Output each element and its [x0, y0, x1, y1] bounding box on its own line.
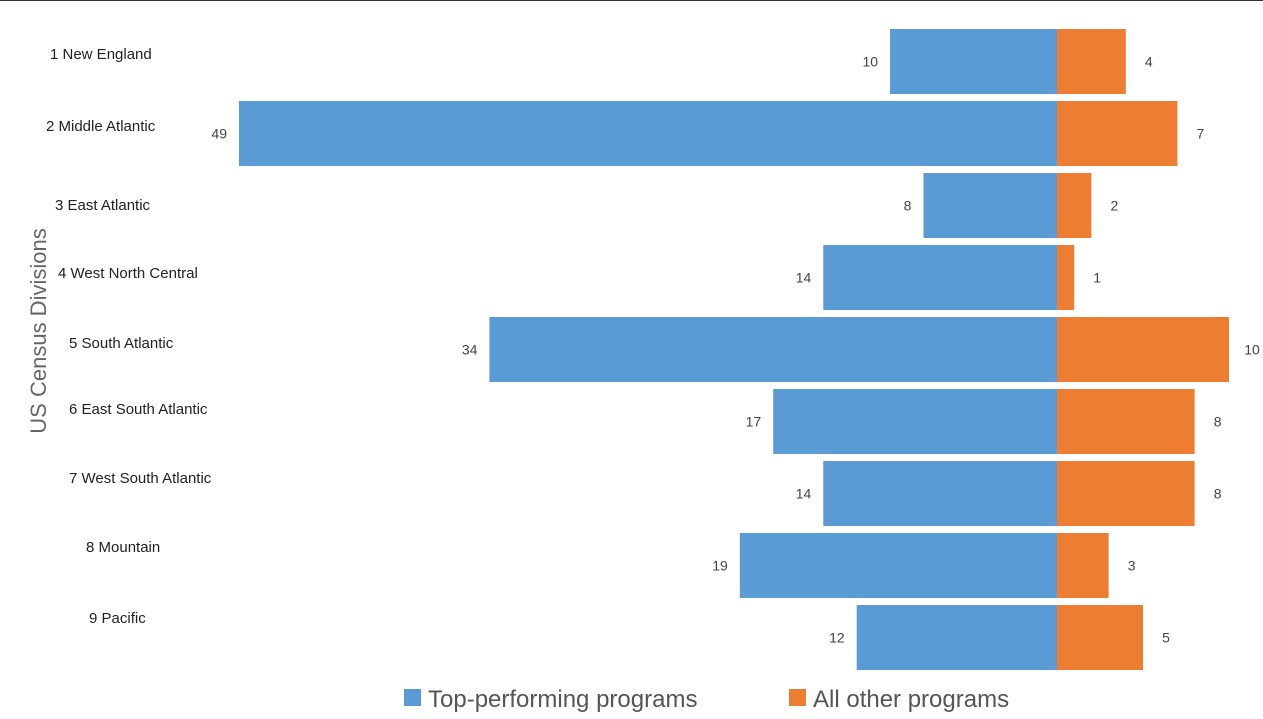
bar-all-other	[1057, 389, 1195, 454]
bar-top-performing	[773, 389, 1057, 454]
value-label-top-performing: 14	[796, 486, 812, 502]
bar-top-performing	[823, 245, 1057, 310]
bar-top-performing	[489, 317, 1057, 382]
category-label: 6 East South Atlantic	[69, 401, 208, 418]
category-label: 9 Pacific	[89, 610, 146, 627]
value-label-top-performing: 49	[211, 126, 227, 142]
legend-label: Top-performing programs	[428, 686, 697, 713]
bar-top-performing	[823, 461, 1057, 526]
value-label-all-other: 8	[1214, 486, 1222, 502]
legend-swatch	[789, 689, 806, 706]
bar-all-other	[1057, 101, 1177, 166]
bar-all-other	[1057, 533, 1109, 598]
bar-top-performing	[239, 101, 1057, 166]
legend: Top-performing programs All other program…	[404, 686, 1009, 713]
category-label: 8 Mountain	[86, 539, 160, 556]
value-label-all-other: 3	[1128, 558, 1136, 574]
bar-all-other	[1057, 605, 1143, 670]
legend-swatch	[404, 689, 421, 706]
value-label-top-performing: 12	[829, 630, 845, 646]
bar-top-performing	[923, 173, 1057, 238]
bar-all-other	[1057, 317, 1229, 382]
bar-top-performing	[857, 605, 1057, 670]
category-label: 5 South Atlantic	[69, 335, 174, 352]
category-label: 3 East Atlantic	[55, 197, 151, 214]
value-label-top-performing: 17	[746, 414, 762, 430]
value-label-all-other: 1	[1093, 270, 1101, 286]
value-label-top-performing: 19	[712, 558, 728, 574]
value-label-all-other: 7	[1197, 126, 1205, 142]
legend-item-top-performing: Top-performing programs	[404, 686, 697, 713]
category-label: 1 New England	[50, 46, 152, 63]
category-labels: 1 New England 2 Middle Atlantic 3 East Atl…	[46, 46, 212, 627]
bar-top-performing	[740, 533, 1057, 598]
y-axis-title: US Census Divisions	[26, 228, 51, 433]
category-label: 2 Middle Atlantic	[46, 118, 156, 135]
value-label-top-performing: 34	[462, 342, 478, 358]
value-label-all-other: 2	[1111, 198, 1119, 214]
bars	[239, 29, 1229, 670]
bar-all-other	[1057, 245, 1074, 310]
value-label-top-performing: 14	[796, 270, 812, 286]
value-label-top-performing: 8	[904, 198, 912, 214]
category-label: 4 West North Central	[58, 265, 198, 282]
value-label-top-performing: 10	[862, 54, 878, 70]
bar-all-other	[1057, 461, 1195, 526]
value-label-all-other: 5	[1162, 630, 1170, 646]
bar-all-other	[1057, 29, 1126, 94]
value-label-all-other: 4	[1145, 54, 1153, 70]
bar-all-other	[1057, 173, 1091, 238]
category-label: 7 West South Atlantic	[69, 470, 212, 487]
bar-top-performing	[890, 29, 1057, 94]
value-label-all-other: 8	[1214, 414, 1222, 430]
legend-label: All other programs	[813, 686, 1009, 713]
legend-item-all-other: All other programs	[789, 686, 1009, 713]
value-label-all-other: 10	[1244, 342, 1260, 358]
